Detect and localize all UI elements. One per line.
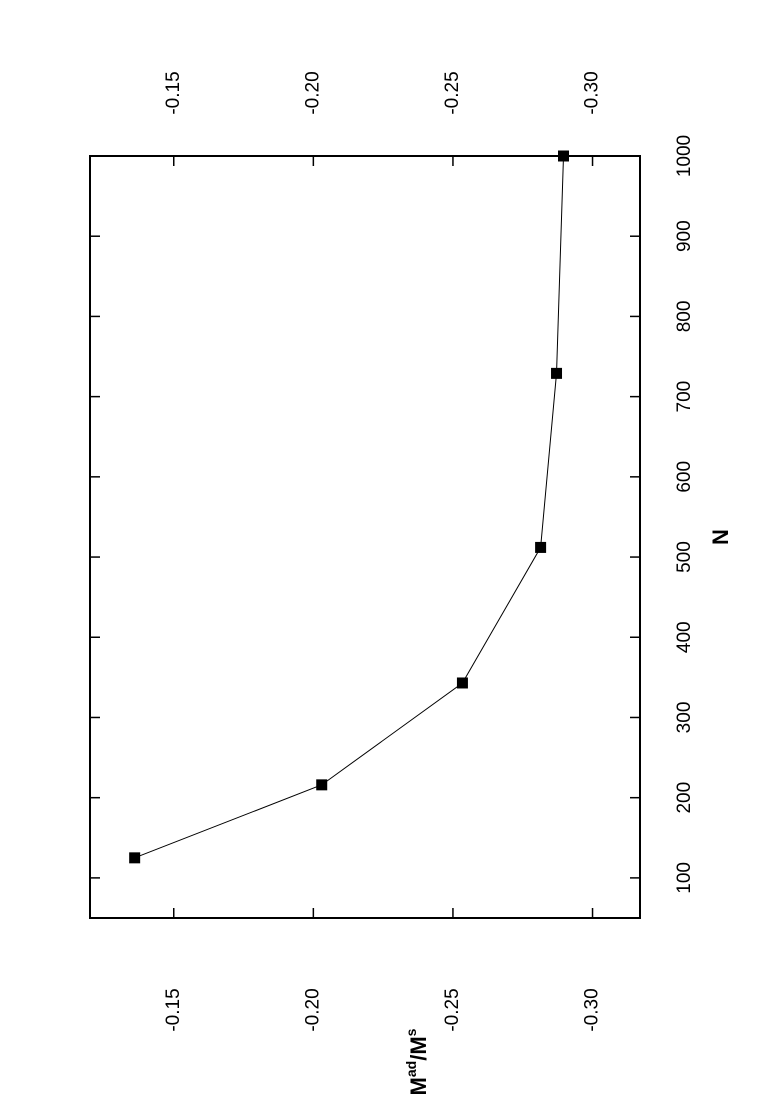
x-tick-label: 200 — [674, 782, 695, 814]
y-label-part: M — [406, 1077, 431, 1095]
series-line — [134, 155, 565, 859]
y-tick-label: -0.30 — [582, 988, 603, 1031]
point — [129, 852, 141, 864]
x-tick-label: 400 — [674, 621, 695, 653]
point — [558, 150, 570, 162]
x-tick-label: 300 — [674, 702, 695, 734]
y-tick-label: -0.25 — [442, 71, 463, 114]
x-tick-label: 500 — [674, 541, 695, 573]
x-tick-label: 1000 — [674, 135, 695, 177]
y-axis-label: Mad/Ms — [403, 1028, 431, 1095]
y-tick-label: -0.15 — [163, 988, 184, 1031]
x-axis-label: N — [708, 529, 733, 545]
y-tick-label: -0.15 — [163, 71, 184, 114]
y-tick-label: -0.30 — [582, 71, 603, 114]
point — [316, 779, 328, 791]
point — [535, 541, 547, 553]
y-label-part: /M — [406, 1036, 431, 1060]
x-tick-label: 600 — [674, 461, 695, 493]
y-label-part: s — [403, 1028, 419, 1036]
x-tick-label: 700 — [674, 381, 695, 413]
plot-frame — [89, 155, 641, 919]
x-tick-label: 900 — [674, 220, 695, 252]
y-tick-label: -0.20 — [302, 71, 323, 114]
point — [456, 677, 468, 689]
y-label-part: ad — [403, 1061, 419, 1077]
x-tick-label: 800 — [674, 301, 695, 333]
y-tick-label: -0.20 — [302, 988, 323, 1031]
point — [551, 367, 563, 379]
x-tick-label: 100 — [674, 862, 695, 894]
y-tick-label: -0.25 — [442, 988, 463, 1031]
